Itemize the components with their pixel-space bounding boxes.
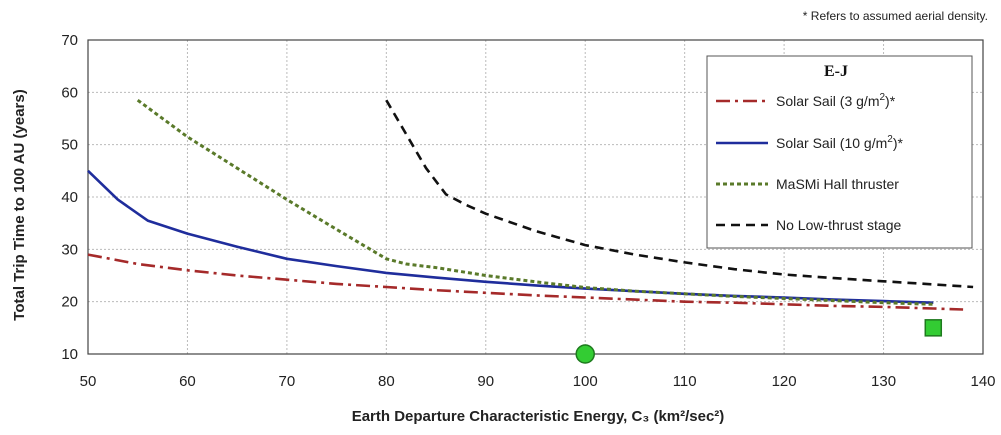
x-tick-label: 60 bbox=[179, 373, 196, 390]
x-tick-label: 100 bbox=[573, 373, 598, 390]
series-line-4 bbox=[385, 99, 974, 289]
legend-label-2: Solar Sail (10 g/m2)* bbox=[776, 134, 904, 151]
x-tick-label: 130 bbox=[871, 373, 896, 390]
y-axis-ticks: 10 20 30 40 50 60 70 bbox=[61, 32, 78, 363]
marker-layer bbox=[575, 319, 943, 364]
y-tick-label: 60 bbox=[61, 84, 78, 101]
series-line-3 bbox=[136, 98, 934, 306]
legend-title: E-J bbox=[824, 63, 848, 80]
x-tick-label: 90 bbox=[477, 373, 494, 390]
legend-label-4: No Low-thrust stage bbox=[776, 217, 901, 233]
y-tick-label: 10 bbox=[61, 346, 78, 363]
x-tick-label: 140 bbox=[970, 373, 995, 390]
x-axis-title: Earth Departure Characteristic Energy, C… bbox=[352, 408, 725, 425]
legend-label-3: MaSMi Hall thruster bbox=[776, 176, 899, 192]
y-tick-label: 70 bbox=[61, 32, 78, 49]
y-tick-label: 40 bbox=[61, 189, 78, 206]
x-tick-label: 120 bbox=[772, 373, 797, 390]
y-axis-title: Total Trip Time to 100 AU (years) bbox=[11, 89, 28, 320]
x-tick-label: 80 bbox=[378, 373, 395, 390]
legend-label-1: Solar Sail (3 g/m2)* bbox=[776, 92, 896, 109]
x-tick-label: 70 bbox=[279, 373, 296, 390]
footnote: * Refers to assumed aerial density. bbox=[803, 9, 988, 23]
marker-square bbox=[924, 319, 943, 337]
legend: E-J Solar Sail (3 g/m2)* Solar Sail (10 g… bbox=[706, 55, 973, 249]
marker-circle bbox=[575, 344, 595, 364]
y-tick-label: 30 bbox=[61, 241, 78, 258]
y-tick-label: 20 bbox=[61, 294, 78, 311]
series-line-1 bbox=[87, 253, 964, 311]
x-tick-label: 110 bbox=[673, 373, 697, 390]
legend-items: Solar Sail (3 g/m2)* Solar Sail (10 g/m2)… bbox=[716, 92, 904, 233]
legend-box bbox=[706, 55, 973, 249]
x-axis-ticks: 50 60 70 80 90 100 110 120 130 140 bbox=[80, 373, 996, 390]
plot-area-frame bbox=[87, 39, 984, 355]
y-tick-label: 50 bbox=[61, 137, 78, 154]
series-layer bbox=[87, 98, 974, 311]
x-tick-label: 50 bbox=[80, 373, 97, 390]
